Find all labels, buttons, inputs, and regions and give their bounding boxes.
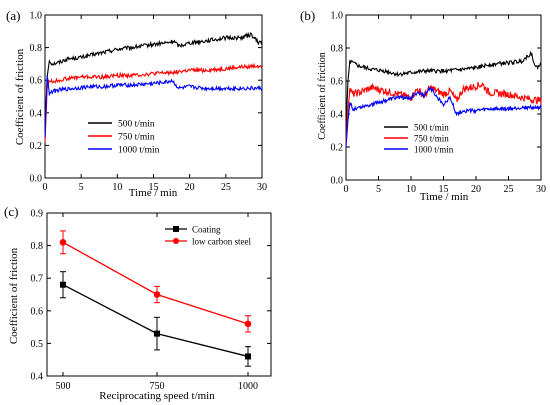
y-tick-label: 0.8 <box>31 241 44 252</box>
y-axis-label-b: Coefficient of friction <box>317 52 328 140</box>
legend-entry: 750 t/min <box>414 134 449 144</box>
x-tick-label: 15 <box>149 182 159 193</box>
x-tick-label: 20 <box>471 184 481 195</box>
y-tick-label: 0.4 <box>30 108 43 119</box>
plot-area-b: 0 5 10 15 20 25 30 0.0 0.2 0.4 0.6 0.8 1.0 <box>331 11 547 196</box>
y-tick-label: 0.5 <box>31 339 44 350</box>
panel-a: (a) 0 5 10 15 20 25 30 0.0 0.2 0.4 0.6 0.8 1.0 Time … <box>6 8 267 199</box>
x-axis-label-a: Time / min <box>129 187 178 199</box>
y-tick-label: 0.0 <box>30 174 43 185</box>
series-line-3 <box>345 85 542 148</box>
y-tick-label: 0.2 <box>331 143 344 154</box>
plot-frame <box>46 212 272 377</box>
panel-b: (b) 0 5 10 15 20 25 30 0.0 0.2 0.4 0.6 0.8 1.0 Time … <box>300 8 546 203</box>
legend-c: Coating low carbon steel <box>165 225 251 247</box>
series-line-2 <box>62 241 249 325</box>
y-axis-label-c: Coefficient of friction <box>8 247 20 344</box>
x-tick-label: 30 <box>536 184 546 195</box>
x-tick-label: 750 <box>150 381 165 392</box>
series-line-2 <box>44 62 262 143</box>
x-axis-label-c: Reciprocating speed t/min <box>99 390 215 402</box>
y-tick-label: 0.8 <box>30 43 43 54</box>
x-tick-label: 10 <box>112 182 122 193</box>
data-point <box>245 353 251 360</box>
y-tick-label: 0.2 <box>30 141 43 152</box>
y-tick-label: 0.4 <box>331 110 344 121</box>
y-tick-label: 0.6 <box>31 306 44 317</box>
y-tick-label: 0.6 <box>331 77 344 88</box>
legend-marker <box>173 238 179 244</box>
y-tick-label: 0.7 <box>31 274 44 285</box>
y-tick-label: 0.0 <box>331 176 344 187</box>
x-tick-label: 5 <box>376 184 381 195</box>
x-axis-label-b: Time / min <box>420 191 469 203</box>
x-tick-label: 10 <box>406 184 416 195</box>
legend-entry: Coating <box>192 225 221 235</box>
data-point <box>59 239 67 246</box>
data-point <box>60 281 66 288</box>
series-line-3 <box>44 75 263 138</box>
x-tick-label: 500 <box>56 381 71 392</box>
plot-area-a: 0 5 10 15 20 25 30 0.0 0.2 0.4 0.6 0.8 1.0 <box>30 11 268 194</box>
y-tick-label: 0.6 <box>30 76 43 87</box>
legend-entry: 750 t/min <box>118 133 155 143</box>
y-tick-label: 1.0 <box>30 11 43 22</box>
y-axis-label-a: Coefficient of friction <box>14 48 26 145</box>
legend-a: 500 t/min 750 t/min 1000 t/min <box>88 120 160 156</box>
x-tick-label: 0 <box>43 182 48 193</box>
legend-marker <box>173 226 179 232</box>
data-point <box>153 291 161 298</box>
x-tick-label: 25 <box>504 184 514 195</box>
legend-entry: 1000 t/min <box>414 145 454 155</box>
series-line-1 <box>44 31 263 135</box>
x-tick-label: 25 <box>221 182 231 193</box>
x-tick-label: 30 <box>257 182 267 193</box>
y-tick-label: 0.4 <box>31 372 44 383</box>
x-tick-label: 15 <box>439 184 449 195</box>
y-tick-label: 0.9 <box>31 209 44 220</box>
y-tick-label: 1.0 <box>331 11 344 22</box>
legend-entry: 500 t/min <box>414 123 449 133</box>
legend-entry: 500 t/min <box>118 120 155 130</box>
legend-entry: low carbon steel <box>192 237 251 247</box>
plot-area-c: 500 750 1000 0.4 0.5 0.6 0.7 0.8 0.9 <box>31 209 272 392</box>
x-tick-label: 0 <box>344 184 349 195</box>
panel-label-a: (a) <box>6 8 20 23</box>
data-point <box>244 320 252 328</box>
data-point <box>154 330 160 337</box>
panel-label-b: (b) <box>300 8 315 23</box>
series-line-2 <box>345 81 542 144</box>
x-tick-label: 5 <box>79 182 84 193</box>
y-tick-label: 0.8 <box>331 44 344 55</box>
panel-c: (c) 500 750 1000 0.4 0.5 0.6 0.7 0.8 0.9 Recipro… <box>4 204 272 402</box>
legend-entry: 1000 t/min <box>118 146 160 156</box>
series-line-1 <box>345 50 542 131</box>
x-tick-label: 1000 <box>238 381 258 392</box>
panel-label-c: (c) <box>4 204 18 219</box>
x-tick-label: 20 <box>185 182 195 193</box>
